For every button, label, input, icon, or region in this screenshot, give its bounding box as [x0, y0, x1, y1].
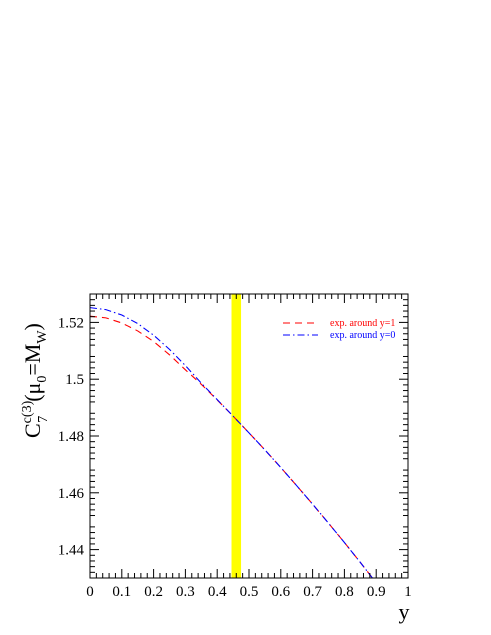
- x-tick-label: 0.5: [240, 584, 259, 600]
- x-axis-title: y: [399, 599, 410, 624]
- y-axis-title-mu-sub: 0: [35, 376, 50, 383]
- series-line-1: [90, 315, 374, 578]
- tick-layer: 0 0.1 0.2 0.3 0.4 0.5 0.6 0.7 0.8 0.9 1 1.44 1.46 1.4…: [58, 294, 412, 600]
- y-axis-title-close: ): [20, 323, 45, 330]
- y-axis-title-main: C: [20, 423, 45, 438]
- x-tick-label: 1: [404, 584, 412, 600]
- y-tick-label: 1.44: [58, 543, 85, 559]
- y-axis-title-mu: μ: [20, 383, 45, 395]
- x-tick-label: 0.8: [335, 584, 354, 600]
- x-tick-label: 0.2: [144, 584, 163, 600]
- legend-label-2: exp. around y=0: [330, 330, 395, 341]
- y-axis-title: Cc(3)7 (μ0=MW): [20, 323, 51, 438]
- x-tick-label: 0: [86, 584, 94, 600]
- y-tick-label: 1.48: [58, 429, 84, 445]
- y-axis-title-sub: 7: [36, 416, 51, 423]
- x-tick-label: 0.6: [271, 584, 290, 600]
- y-tick-label: 1.46: [58, 486, 85, 502]
- x-tick-label: 0.1: [112, 584, 131, 600]
- highlight-band: [231, 294, 242, 578]
- y-axis-title-w-sub: W: [35, 330, 50, 344]
- y-axis-title-eq: =M: [20, 344, 45, 376]
- series-layer: [90, 307, 374, 578]
- y-axis-title-sup: c(3): [20, 400, 35, 423]
- highlight-band-layer: [231, 294, 242, 578]
- x-tick-label: 0.7: [303, 584, 322, 600]
- y-tick-label: 1.5: [65, 372, 84, 388]
- x-tick-label: 0.9: [367, 584, 386, 600]
- legend-label-1: exp. around y=1: [330, 318, 395, 329]
- y-axis-title-open: (: [20, 394, 45, 401]
- series-line-2: [90, 307, 374, 578]
- x-tick-label: 0.3: [176, 584, 195, 600]
- x-tick-label: 0.4: [208, 584, 227, 600]
- y-tick-label: 1.52: [58, 315, 84, 331]
